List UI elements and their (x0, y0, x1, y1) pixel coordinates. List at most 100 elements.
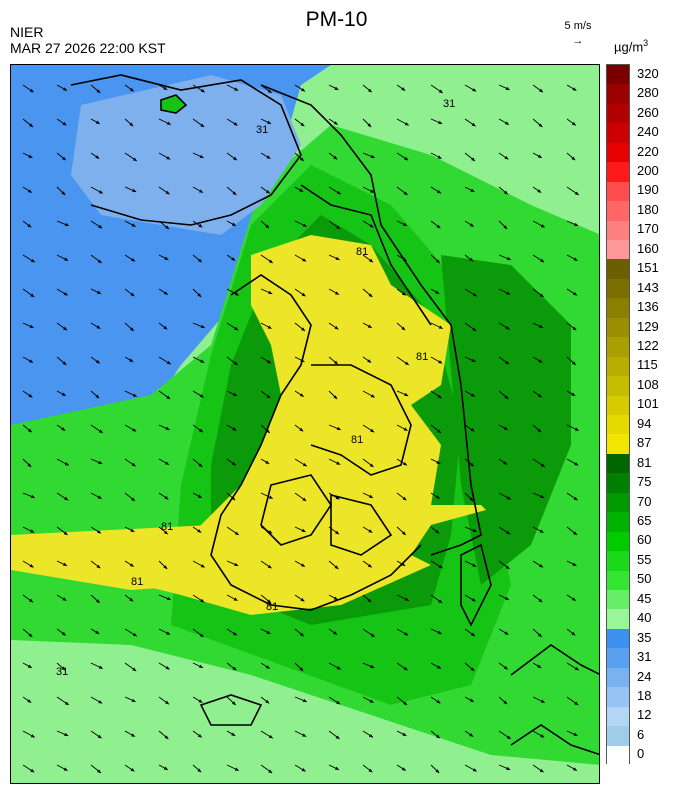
contour-label: 81 (131, 576, 143, 588)
wind-arrow (192, 458, 203, 468)
wind-arrow (90, 492, 102, 499)
wind-arrow (158, 764, 169, 771)
wind-arrow (566, 322, 577, 331)
wind-arrow (464, 764, 478, 772)
wind-arrow (192, 288, 202, 298)
wind-arrow (498, 628, 509, 635)
wind-arrow (362, 526, 373, 533)
wind-arrow (396, 220, 408, 227)
wind-arrow (124, 118, 134, 127)
wind-arrow (328, 696, 341, 705)
wind-arrow (260, 322, 272, 329)
wind-arrow (22, 118, 34, 128)
wind-arrow (158, 186, 170, 195)
wind-arrow (226, 424, 237, 431)
wind-arrow (22, 730, 36, 738)
wind-arrow (22, 594, 34, 603)
wind-arrow (158, 526, 169, 535)
wind-arrow (532, 424, 542, 433)
wind-arrow (362, 628, 376, 638)
wind-arrow (22, 662, 33, 669)
wind-arrow (328, 662, 342, 670)
wind-arrow (192, 152, 204, 159)
wind-arrow (566, 118, 577, 126)
wind-arrow (192, 118, 205, 128)
legend-swatch (607, 84, 629, 105)
wind-arrow (192, 356, 205, 364)
wind-arrow (430, 628, 442, 635)
wind-arrow (328, 730, 340, 740)
wind-arrow (90, 220, 103, 229)
wind-arrow (294, 220, 307, 228)
legend-swatch (607, 142, 629, 163)
wind-arrow (90, 186, 104, 194)
wind-arrow (56, 764, 68, 771)
zone-yellow (11, 235, 486, 615)
map-canvas: 81 81 81 81 81 81 31 31 31 (11, 65, 599, 783)
wind-arrow (566, 220, 579, 227)
legend-swatch (607, 162, 629, 183)
boundary-line (260, 84, 482, 556)
legend-label: 200 (637, 162, 659, 178)
wind-arrow (362, 696, 374, 703)
wind-arrow (566, 764, 578, 771)
wind-arrow (56, 662, 66, 671)
wind-arrow (396, 764, 407, 771)
wind-arrow (566, 84, 577, 91)
wind-arrow (430, 730, 441, 739)
wind-arrow (532, 322, 544, 329)
wind-arrow (90, 526, 102, 534)
legend-label: 143 (637, 279, 659, 295)
boundary-line (260, 474, 332, 546)
wind-arrow (464, 458, 475, 467)
wind-arrow (464, 730, 474, 737)
wind-arrow (430, 186, 442, 194)
legend-label: 136 (637, 299, 659, 315)
legend-swatch (607, 473, 629, 494)
wind-arrow (192, 628, 204, 638)
wind-arrow (430, 696, 441, 704)
wind-arrow (226, 152, 238, 161)
wind-arrow (566, 458, 579, 466)
wind-arrow (464, 424, 475, 432)
agency-label: NIER (10, 24, 44, 40)
legend-label: 280 (637, 85, 659, 101)
wind-arrow (430, 84, 444, 94)
wind-arrow (362, 84, 373, 93)
wind-arrow (430, 254, 441, 264)
wind-arrow (566, 662, 580, 671)
wind-arrow (56, 594, 67, 601)
wind-arrow (294, 186, 304, 193)
color-legend (606, 64, 630, 766)
wind-arrow (328, 458, 341, 466)
wind-arrow (362, 288, 373, 298)
legend-swatch (607, 492, 629, 513)
unit-main: µg/m (614, 39, 644, 55)
wind-arrow (22, 424, 33, 433)
legend-swatch (607, 201, 629, 222)
wind-arrow (362, 730, 374, 738)
wind-arrow (498, 492, 512, 500)
wind-arrow (124, 662, 137, 672)
wind-arrow (362, 186, 375, 194)
wind-arrow (464, 696, 475, 703)
wind-arrow (328, 356, 339, 365)
legend-label: 6 (637, 726, 645, 742)
legend-swatch (607, 531, 629, 552)
legend-label: 75 (637, 474, 652, 490)
wind-arrow (464, 322, 477, 332)
legend-swatch (607, 103, 629, 124)
wind-arrow (566, 594, 577, 601)
wind-arrow (124, 458, 136, 467)
wind-arrow (158, 84, 168, 91)
wind-arrow (56, 118, 67, 126)
wind-arrow (328, 424, 341, 431)
wind-arrow (566, 186, 580, 196)
wind-arrow (396, 356, 410, 366)
wind-arrow (498, 696, 508, 705)
wind-arrow (532, 356, 543, 363)
wind-arrow (328, 628, 338, 635)
wind-arrow (498, 390, 509, 400)
wind-arrow (328, 84, 339, 91)
wind-arrow (362, 356, 372, 363)
